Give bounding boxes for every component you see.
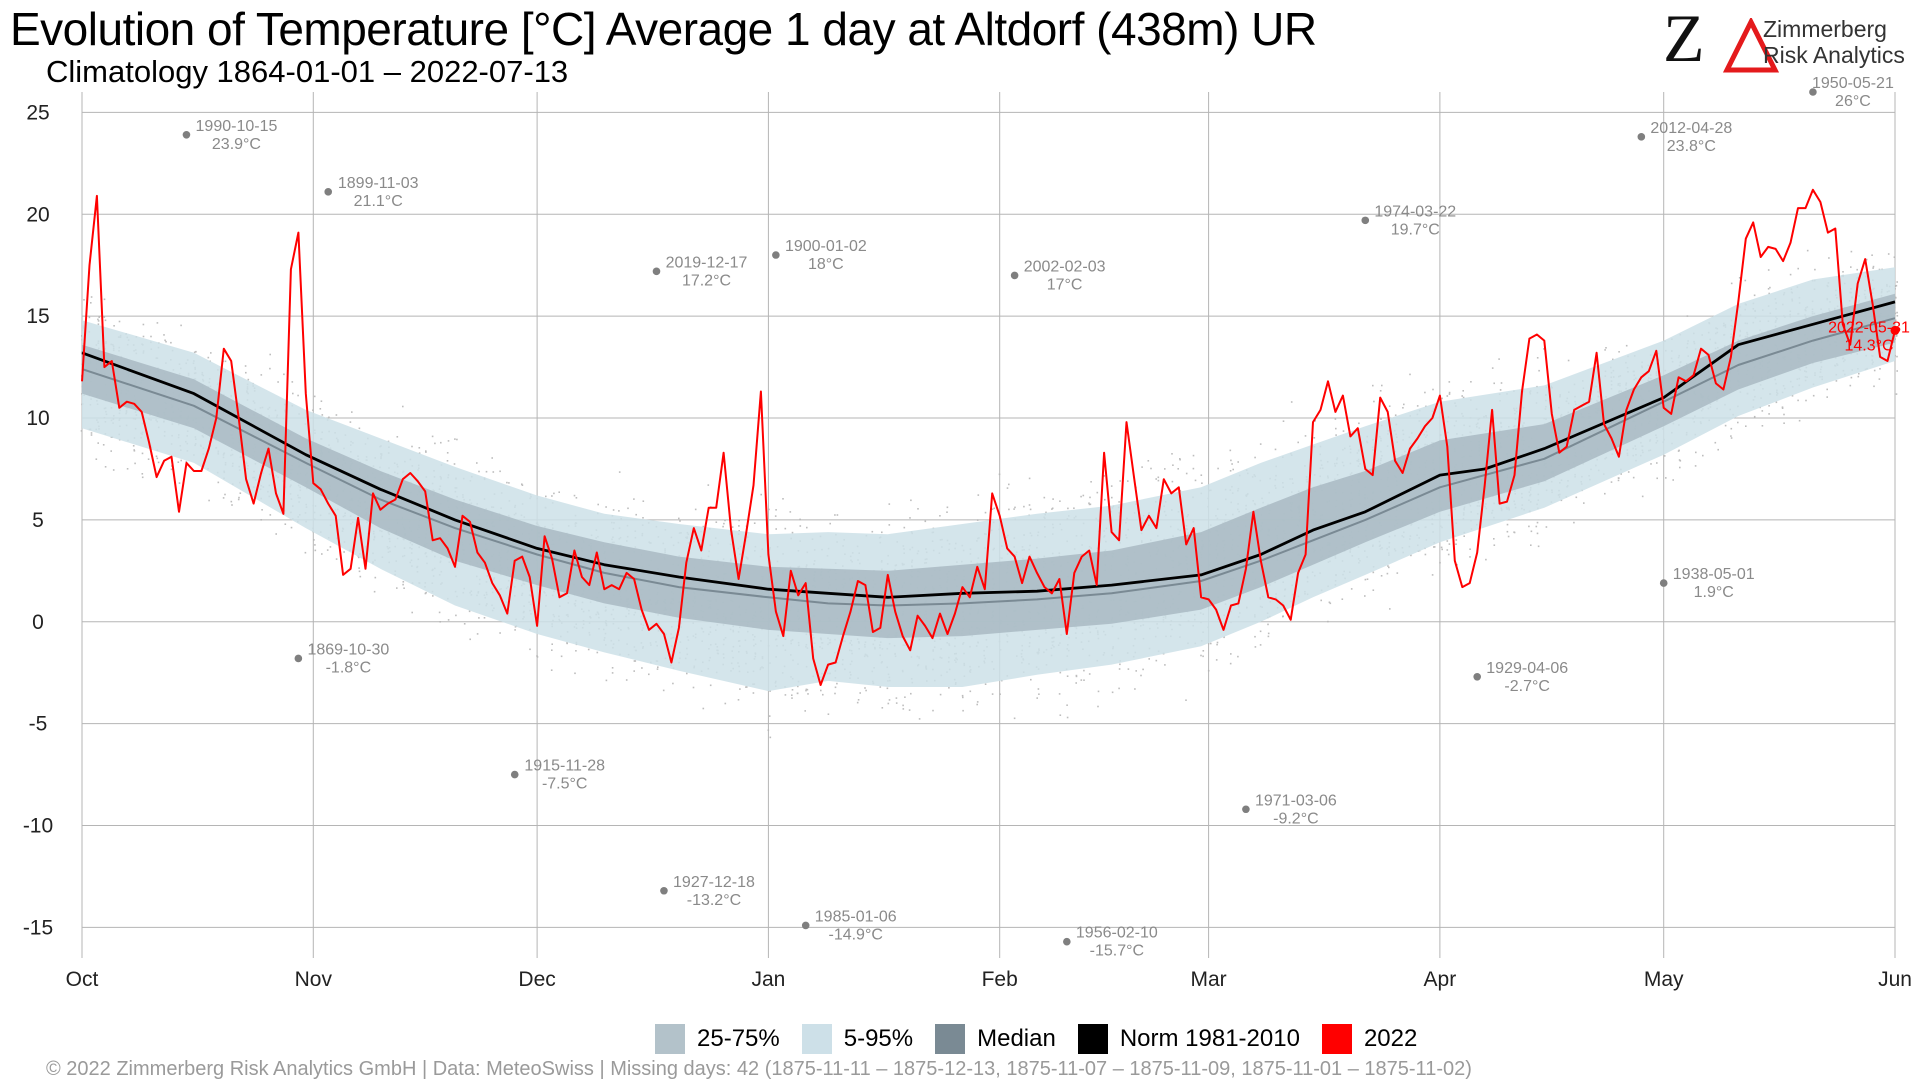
temperature-chart: -15 -10 -5 0 5 10 15 20 25 Oct Nov Dec Jan Feb Mar Apr M…: [0, 0, 1920, 1020]
y-tick-label: 0: [32, 611, 44, 634]
y-tick-label: 15: [26, 305, 49, 328]
record-point: [1011, 272, 1019, 280]
record-value-label: 21.1°C: [354, 193, 403, 210]
footer-credits: © 2022 Zimmerberg Risk Analytics GmbH | …: [46, 1058, 1472, 1081]
legend-swatch-median: [935, 1024, 965, 1054]
record-value-label: -14.9°C: [828, 926, 882, 943]
record-value-label: 26°C: [1835, 93, 1871, 110]
record-point: [183, 131, 191, 139]
record-date-label: 1956-02-10: [1076, 925, 1158, 942]
record-value-label: -9.2°C: [1273, 810, 1319, 827]
record-date-label: 1927-12-18: [673, 874, 755, 891]
y-tick-label: 10: [26, 407, 49, 430]
record-point: [772, 251, 780, 259]
legend-swatch-norm: [1078, 1024, 1108, 1054]
record-value-label: -15.7°C: [1090, 943, 1144, 960]
record-value-label: 19.7°C: [1391, 221, 1440, 238]
legend-label-25-75: 25-75%: [697, 1025, 780, 1053]
x-tick-label: Apr: [1424, 968, 1457, 991]
y-tick-label: -15: [23, 916, 53, 939]
record-point: [1361, 217, 1369, 225]
legend-swatch-2022: [1322, 1024, 1352, 1054]
record-value-label: 23.9°C: [212, 136, 261, 153]
record-point: [660, 887, 668, 895]
record-point: [802, 922, 810, 930]
x-tick-label: Dec: [518, 968, 555, 991]
record-date-label: 1950-05-21: [1812, 75, 1894, 92]
record-date-label: 1990-10-15: [196, 118, 278, 135]
y-tick-label: -10: [23, 815, 53, 838]
record-date-label: 1938-05-01: [1673, 566, 1755, 583]
record-date-label: 1899-11-03: [338, 175, 419, 192]
record-value-label: 23.8°C: [1667, 138, 1716, 155]
legend-swatch-5-95: [802, 1024, 832, 1054]
x-tick-label: Feb: [982, 968, 1018, 991]
record-date-label: 1915-11-28: [524, 758, 605, 775]
legend-swatch-25-75: [655, 1024, 685, 1054]
record-date-label: 2002-02-03: [1024, 258, 1106, 275]
record-value-label: -2.7°C: [1504, 678, 1550, 695]
y-tick-label: 20: [26, 203, 49, 226]
legend-item-5-95: 5-95%: [802, 1024, 913, 1054]
record-point: [1063, 938, 1071, 946]
chart-legend: 25-75% 5-95% Median Norm 1981-2010 2022: [655, 1022, 1439, 1056]
record-date-label: 1974-03-22: [1374, 203, 1456, 220]
legend-label-2022: 2022: [1364, 1025, 1417, 1053]
legend-item-median: Median: [935, 1024, 1056, 1054]
x-tick-label: Mar: [1191, 968, 1227, 991]
legend-item-2022: 2022: [1322, 1024, 1417, 1054]
y-tick-label: -5: [29, 713, 48, 736]
record-date-label: 1985-01-06: [815, 908, 897, 925]
last-point-date-label: 2022-05-31: [1828, 319, 1910, 336]
record-date-label: 2012-04-28: [1650, 120, 1732, 137]
x-tick-label: Jun: [1878, 968, 1912, 991]
record-point: [295, 655, 303, 663]
record-value-label: 17°C: [1047, 276, 1083, 293]
legend-label-5-95: 5-95%: [844, 1025, 913, 1053]
record-value-label: -7.5°C: [542, 776, 588, 793]
record-date-label: 1971-03-06: [1255, 792, 1337, 809]
y-tick-label: 25: [26, 101, 49, 124]
legend-label-norm: Norm 1981-2010: [1120, 1025, 1300, 1053]
legend-item-25-75: 25-75%: [655, 1024, 780, 1054]
legend-item-norm: Norm 1981-2010: [1078, 1024, 1300, 1054]
x-tick-label: May: [1644, 968, 1684, 991]
record-date-label: 1869-10-30: [307, 641, 389, 658]
record-value-label: 18°C: [808, 256, 844, 273]
record-point: [1638, 133, 1646, 141]
legend-label-median: Median: [977, 1025, 1056, 1053]
record-point: [1473, 673, 1481, 681]
record-date-label: 2019-12-17: [666, 254, 748, 271]
record-point: [1242, 805, 1250, 813]
x-tick-label: Nov: [295, 968, 333, 991]
record-point: [1660, 579, 1668, 587]
record-date-label: 1900-01-02: [785, 238, 867, 255]
x-tick-label: Oct: [66, 968, 99, 991]
record-point: [324, 188, 332, 196]
record-date-label: 1929-04-06: [1486, 660, 1568, 677]
x-tick-label: Jan: [751, 968, 785, 991]
record-value-label: -13.2°C: [687, 892, 741, 909]
record-value-label: 1.9°C: [1694, 584, 1734, 601]
record-value-label: 17.2°C: [682, 272, 731, 289]
record-point: [653, 268, 661, 276]
last-point-value-label: 14.3°C: [1844, 337, 1893, 354]
record-point: [511, 771, 519, 779]
y-tick-label: 5: [32, 509, 44, 532]
record-value-label: -1.8°C: [326, 659, 372, 676]
